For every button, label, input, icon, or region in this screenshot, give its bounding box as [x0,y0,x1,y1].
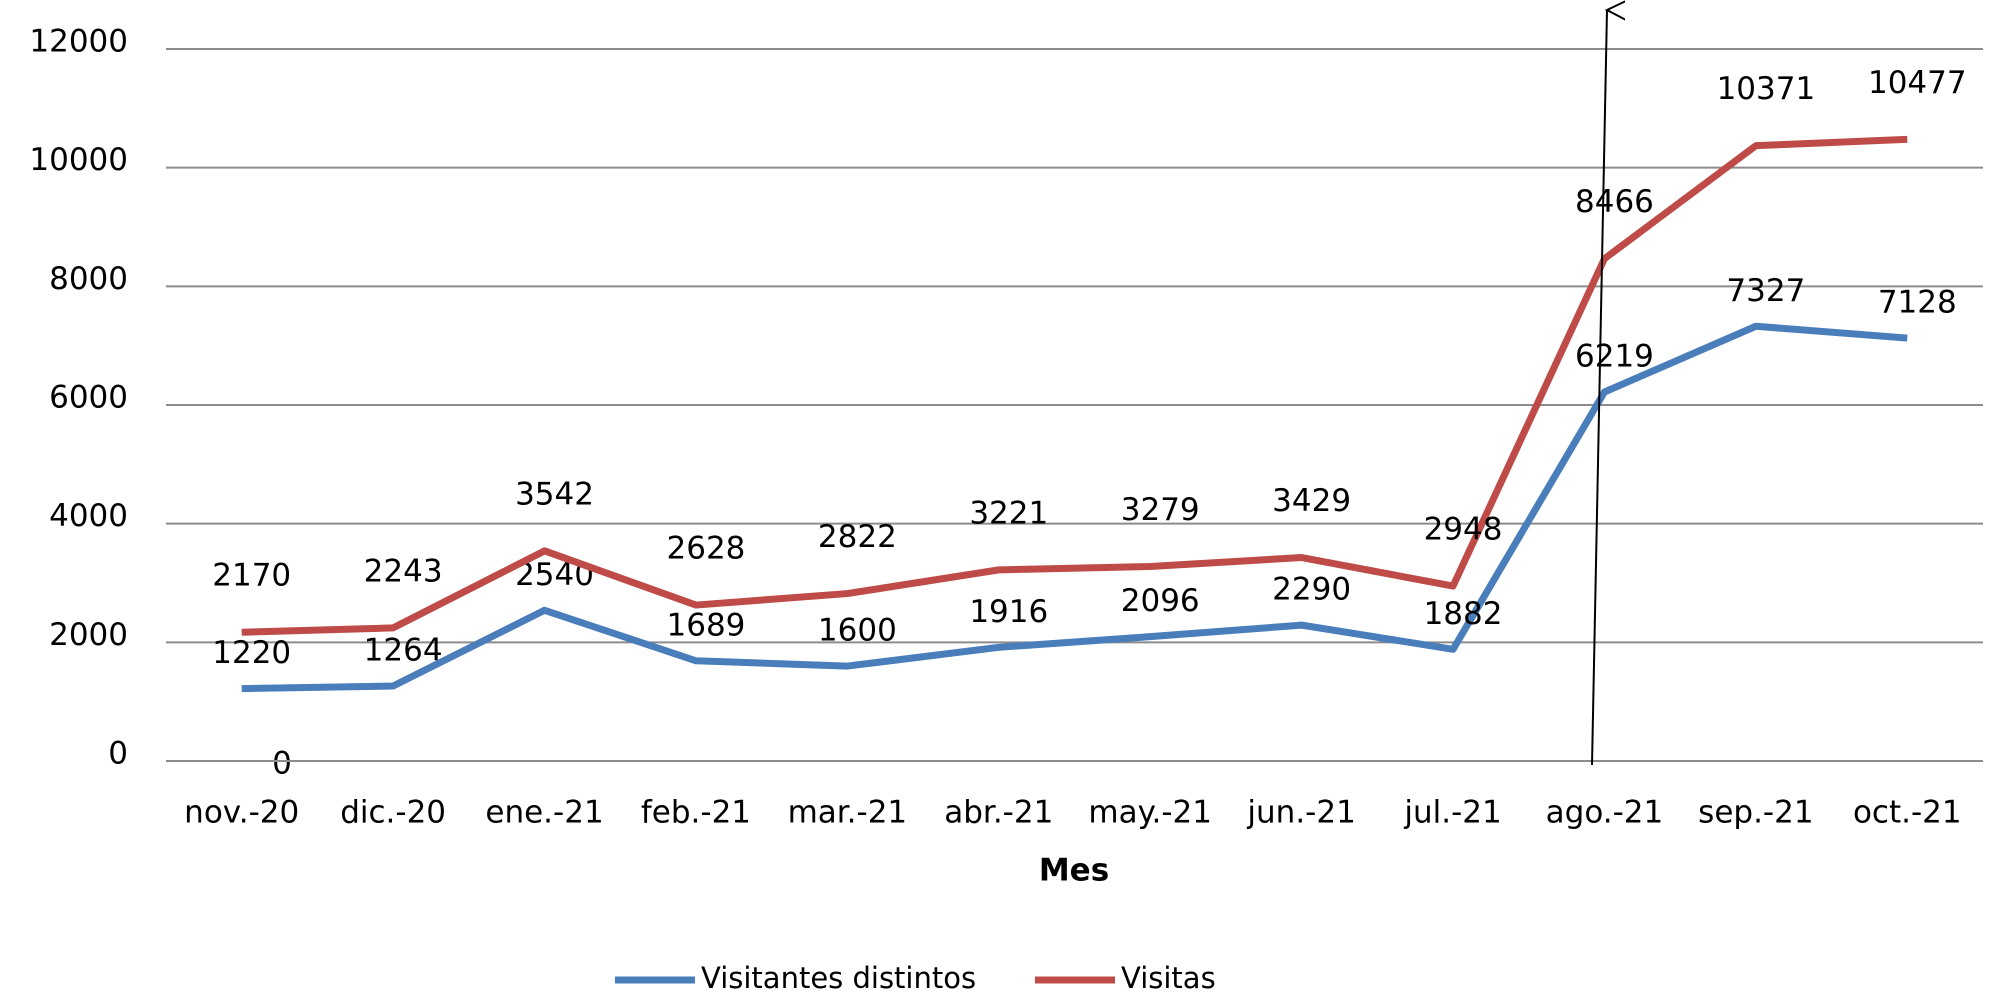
data-label: 2628 [667,531,746,567]
x-tick-label: oct.-21 [1853,795,1962,831]
data-label: 2243 [364,553,443,589]
legend-label: Visitantes distintos [701,961,976,995]
x-tick-label: ene.-21 [485,795,603,831]
data-label: 1916 [969,594,1048,630]
data-label: 2170 [212,558,291,594]
x-tick-label: jul.-21 [1403,795,1501,831]
y-tick-label: 6000 [49,380,128,416]
x-tick-label: dic.-20 [340,795,446,831]
data-label: 1264 [364,633,443,669]
data-label: 10371 [1717,71,1816,107]
x-tick-label: ago.-21 [1546,795,1664,831]
legend-label: Visitas [1121,961,1216,995]
data-label: 7327 [1726,273,1805,309]
data-label: 1600 [818,613,897,649]
data-label: 2948 [1424,512,1503,548]
x-tick-label: abr.-21 [944,795,1053,831]
data-label: 3542 [515,476,594,512]
x-tick-label: nov.-20 [184,795,299,831]
data-label: 2290 [1272,572,1351,608]
y-tick-label: 10000 [29,142,128,178]
x-tick-label: may.-21 [1088,795,1212,831]
x-tick-label: sep.-21 [1698,795,1813,831]
data-label: 1689 [667,607,746,643]
x-axis-title: Mes [1039,853,1109,889]
y-tick-label: 0 [108,736,128,772]
series-line [241,322,1908,693]
data-label: 8466 [1575,184,1654,220]
data-label: 3221 [969,495,1048,531]
data-label: 10477 [1868,65,1967,101]
y-tick-label: 8000 [49,261,128,297]
data-label: 2096 [1121,583,1200,619]
data-label: 2822 [818,519,897,555]
data-label: 1882 [1424,596,1503,632]
x-tick-label: mar.-21 [788,795,908,831]
y-tick-label: 12000 [29,24,128,60]
data-label: 6219 [1575,339,1654,375]
x-tick-label: feb.-21 [641,795,751,831]
x-tick-label: jun.-21 [1246,795,1355,831]
data-label: 1220 [212,635,291,671]
y-tick-label: 2000 [49,617,128,653]
data-label: 3279 [1121,492,1200,528]
y-tick-label: 4000 [49,498,128,534]
annotation: 0 [272,746,292,782]
arrow [1591,10,1607,766]
data-label: 7128 [1878,285,1957,321]
series-line [241,135,1908,636]
data-label: 3429 [1272,483,1351,519]
